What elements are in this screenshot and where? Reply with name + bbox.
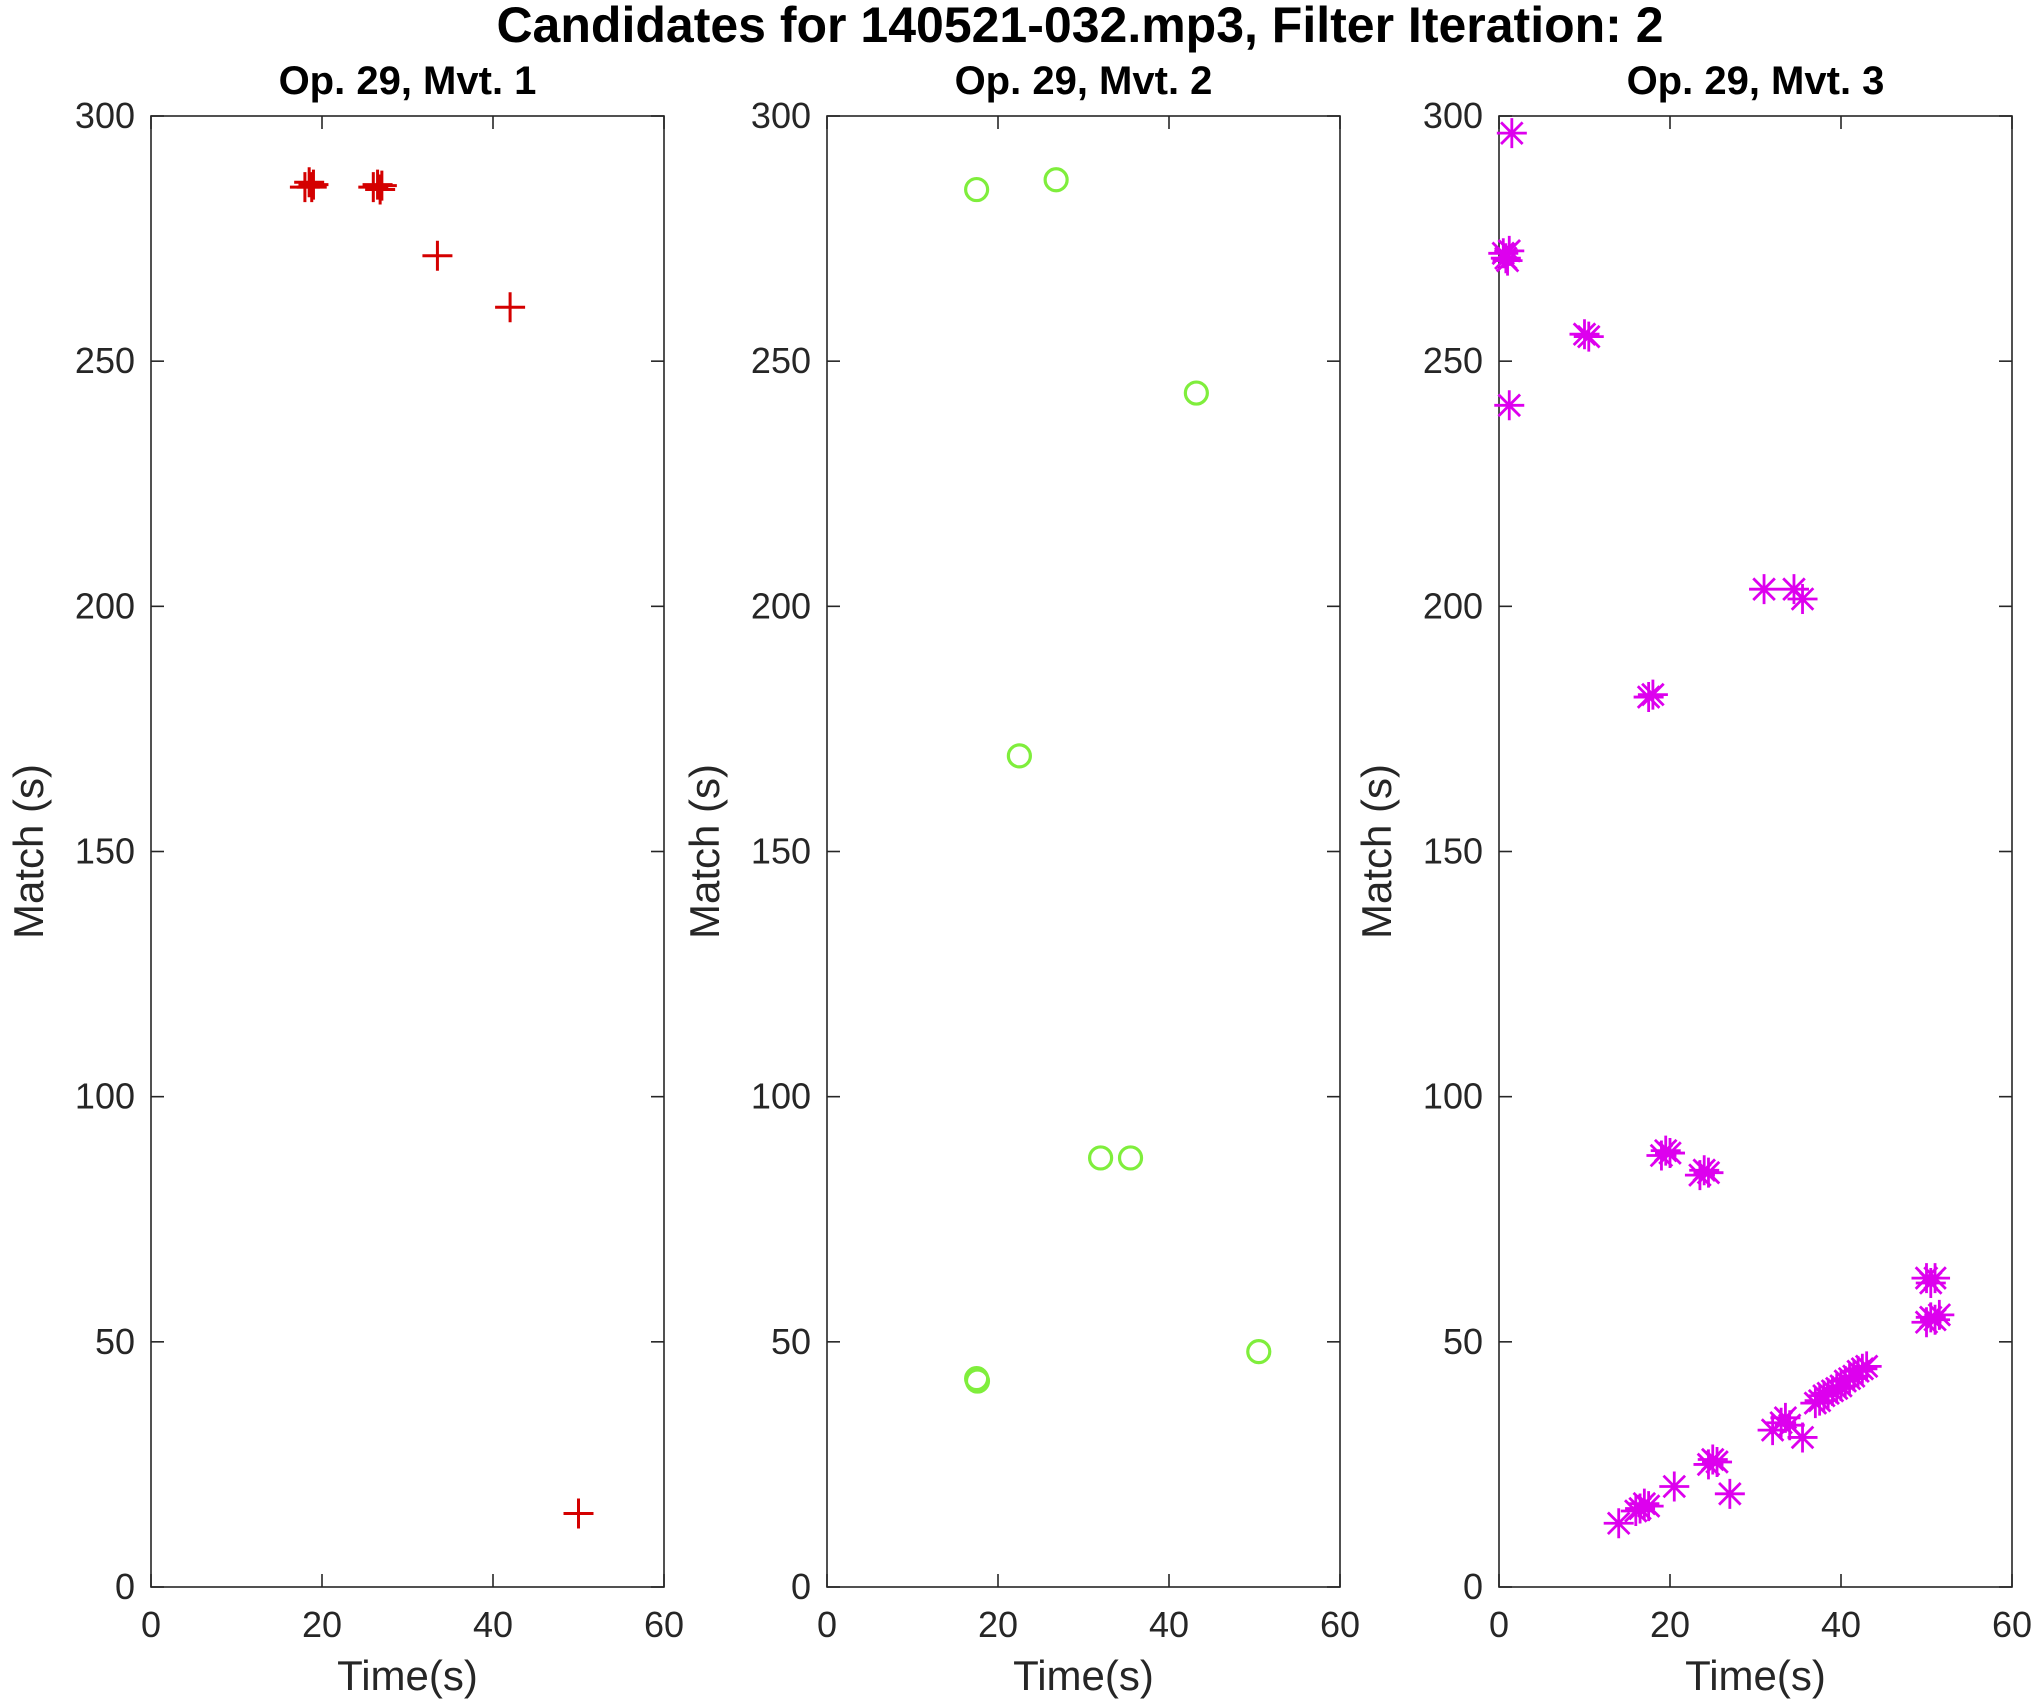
series-1 <box>964 167 1272 1394</box>
chart-panel-3: Op. 29, Mvt. 3 0 50 100 150 200 250 300 0 20 40 60 T… <box>1353 59 2032 1699</box>
data-point <box>1117 1145 1144 1171</box>
panel-title: Op. 29, Mvt. 2 <box>955 59 1213 103</box>
data-point <box>1787 583 1818 614</box>
chart-panel-1: Op. 29, Mvt. 1 0 50 100 150 200 250 300 0 20 40 60 T… <box>5 59 684 1699</box>
data-point <box>1087 1145 1114 1171</box>
data-point <box>1749 574 1780 605</box>
series-1 <box>1488 118 1955 1539</box>
data-point <box>366 170 397 201</box>
data-point <box>294 167 325 198</box>
panel-title: Op. 29, Mvt. 3 <box>1627 59 1885 103</box>
y-tick-label: 250 <box>1423 340 1483 381</box>
data-point <box>1573 321 1604 352</box>
x-tick-label: 0 <box>141 1604 161 1645</box>
data-point <box>1787 1422 1818 1453</box>
axes-frame <box>826 115 1341 1588</box>
data-point <box>1920 1263 1951 1294</box>
data-point <box>1702 1446 1733 1477</box>
data-point <box>1659 1471 1690 1502</box>
data-point <box>365 174 396 205</box>
data-point <box>1851 1351 1882 1382</box>
x-tick-label: 60 <box>1320 1604 1360 1645</box>
data-point <box>298 169 329 200</box>
x-tick-label: 0 <box>1489 1604 1509 1645</box>
y-tick-label: 300 <box>75 95 135 136</box>
axes-frame <box>150 115 665 1588</box>
data-point <box>964 176 990 203</box>
y-tick-label: 200 <box>75 585 135 626</box>
data-point <box>1633 1491 1664 1522</box>
x-axis-label: Time(s) <box>1685 1652 1826 1699</box>
data-point <box>1043 167 1069 193</box>
x-axis-label: Time(s) <box>1013 1652 1154 1699</box>
data-point <box>422 240 453 271</box>
y-tick-label: 150 <box>751 831 811 872</box>
data-point <box>1714 1478 1745 1509</box>
data-point <box>1488 238 1519 269</box>
y-tick-label: 200 <box>751 585 811 626</box>
y-tick-label: 200 <box>1423 585 1483 626</box>
figure-title: Candidates for 140521-032.mp3, Filter It… <box>496 0 1663 53</box>
data-point <box>1770 1402 1801 1433</box>
y-tick-label: 250 <box>75 340 135 381</box>
y-tick-label: 300 <box>751 95 811 136</box>
y-tick-label: 50 <box>95 1321 135 1362</box>
x-tick-label: 40 <box>1149 1604 1189 1645</box>
data-point <box>1924 1299 1955 1330</box>
y-tick-label: 150 <box>75 831 135 872</box>
data-point <box>1603 1508 1634 1539</box>
data-point <box>1494 235 1525 266</box>
data-point <box>1006 743 1032 769</box>
y-tick-label: 0 <box>115 1566 135 1607</box>
y-axis-label: Match (s) <box>5 764 52 939</box>
x-tick-label: 20 <box>978 1604 1018 1645</box>
data-point <box>964 1368 991 1394</box>
panel-title: Op. 29, Mvt. 1 <box>279 59 537 103</box>
y-tick-label: 150 <box>1423 831 1483 872</box>
chart-panel-2: Op. 29, Mvt. 2 0 50 100 150 200 250 300 0 20 40 60 T… <box>681 59 1360 1699</box>
y-tick-label: 100 <box>75 1076 135 1117</box>
x-axis-label: Time(s) <box>337 1652 478 1699</box>
data-point <box>1774 1410 1805 1441</box>
data-point <box>1492 245 1523 276</box>
y-tick-label: 300 <box>1423 95 1483 136</box>
y-tick-label: 100 <box>751 1076 811 1117</box>
data-point <box>1693 1157 1724 1188</box>
data-point <box>495 292 526 323</box>
y-tick-label: 50 <box>1443 1321 1483 1362</box>
data-point <box>1655 1138 1685 1169</box>
y-tick-label: 0 <box>791 1566 811 1607</box>
x-tick-label: 0 <box>817 1604 837 1645</box>
x-tick-label: 20 <box>302 1604 342 1645</box>
series-1 <box>289 167 594 1529</box>
y-tick-label: 50 <box>771 1321 811 1362</box>
y-tick-label: 250 <box>751 340 811 381</box>
data-point <box>296 172 327 203</box>
data-point <box>1496 118 1527 149</box>
y-tick-label: 100 <box>1423 1076 1483 1117</box>
x-tick-label: 20 <box>1650 1604 1690 1645</box>
x-tick-label: 60 <box>644 1604 684 1645</box>
x-tick-label: 40 <box>1821 1604 1861 1645</box>
data-point <box>1494 390 1525 421</box>
data-point <box>563 1498 594 1529</box>
data-point <box>1183 380 1209 406</box>
y-axis-label: Match (s) <box>1353 764 1400 939</box>
x-tick-label: 60 <box>1992 1604 2032 1645</box>
data-point <box>1637 679 1668 710</box>
x-tick-label: 40 <box>473 1604 513 1645</box>
data-point <box>1246 1339 1272 1365</box>
y-axis-label: Match (s) <box>681 764 728 939</box>
y-tick-label: 0 <box>1463 1566 1483 1607</box>
